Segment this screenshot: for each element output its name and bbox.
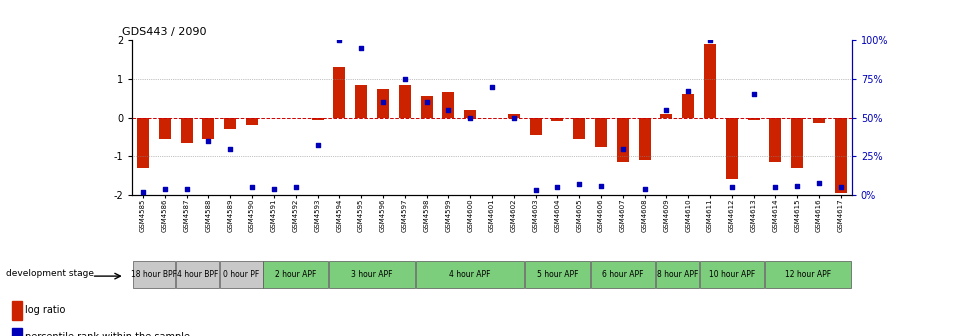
Bar — [181, 118, 193, 143]
Bar — [703, 44, 715, 118]
Bar — [747, 118, 759, 120]
Point — [135, 189, 151, 195]
Bar — [311, 118, 323, 120]
Bar — [464, 110, 475, 118]
Bar — [595, 118, 606, 146]
Point — [440, 107, 456, 113]
Text: percentile rank within the sample: percentile rank within the sample — [25, 332, 191, 336]
Point — [506, 115, 521, 120]
Bar — [769, 118, 780, 162]
Point — [179, 186, 195, 192]
Bar — [245, 118, 258, 125]
Bar — [442, 92, 454, 118]
Point — [353, 45, 369, 51]
Bar — [524, 261, 589, 288]
Bar — [725, 118, 737, 179]
Text: 5 hour APF: 5 hour APF — [536, 270, 578, 279]
Bar — [508, 114, 519, 118]
Text: development stage: development stage — [7, 269, 94, 278]
Point — [614, 146, 630, 151]
Bar — [416, 261, 523, 288]
Bar — [333, 68, 345, 118]
Text: 10 hour APF: 10 hour APF — [708, 270, 754, 279]
Point — [288, 184, 303, 190]
Bar — [421, 96, 432, 118]
Text: 18 hour BPF: 18 hour BPF — [131, 270, 177, 279]
Bar — [355, 85, 367, 118]
Bar — [834, 118, 846, 193]
Bar — [551, 118, 562, 122]
Point — [332, 38, 347, 43]
Point — [832, 184, 848, 190]
Point — [745, 92, 761, 97]
Text: 4 hour APF: 4 hour APF — [449, 270, 490, 279]
Bar — [812, 118, 824, 123]
Point — [724, 184, 739, 190]
Bar — [616, 118, 628, 162]
Bar — [263, 261, 328, 288]
Bar — [224, 118, 236, 129]
Bar — [202, 118, 214, 139]
Bar — [790, 118, 802, 168]
Text: 8 hour APF: 8 hour APF — [656, 270, 697, 279]
Bar — [137, 118, 149, 168]
Point — [200, 138, 216, 143]
Point — [222, 146, 238, 151]
Bar — [12, 301, 22, 320]
Point — [811, 180, 826, 185]
Bar — [132, 261, 175, 288]
Point — [375, 99, 390, 105]
Bar — [764, 261, 851, 288]
Bar — [398, 85, 411, 118]
Point — [701, 38, 717, 43]
Bar — [176, 261, 219, 288]
Text: 0 hour PF: 0 hour PF — [223, 270, 259, 279]
Point — [571, 181, 587, 187]
Point — [419, 99, 434, 105]
Point — [767, 184, 782, 190]
Point — [593, 183, 608, 188]
Point — [266, 186, 282, 192]
Bar — [655, 261, 698, 288]
Point — [244, 184, 260, 190]
Text: 4 hour BPF: 4 hour BPF — [177, 270, 218, 279]
Point — [484, 84, 500, 89]
Point — [680, 89, 695, 94]
Point — [788, 183, 804, 188]
Text: 2 hour APF: 2 hour APF — [275, 270, 316, 279]
Point — [527, 187, 543, 193]
Bar — [682, 94, 693, 118]
Text: 12 hour APF: 12 hour APF — [784, 270, 830, 279]
Point — [309, 143, 325, 148]
Point — [658, 107, 674, 113]
Bar — [158, 118, 171, 139]
Point — [156, 186, 172, 192]
Point — [462, 115, 477, 120]
Text: log ratio: log ratio — [25, 305, 66, 315]
Bar — [329, 261, 415, 288]
Text: 3 hour APF: 3 hour APF — [351, 270, 392, 279]
Point — [549, 184, 564, 190]
Bar — [638, 118, 650, 160]
Text: GDS443 / 2090: GDS443 / 2090 — [122, 27, 206, 37]
Bar — [220, 261, 262, 288]
Bar — [377, 89, 388, 118]
Text: 6 hour APF: 6 hour APF — [601, 270, 643, 279]
Bar — [529, 118, 541, 135]
Bar — [660, 114, 672, 118]
Bar — [12, 328, 22, 336]
Bar — [699, 261, 763, 288]
Bar — [590, 261, 654, 288]
Bar — [572, 118, 585, 139]
Point — [636, 186, 651, 192]
Point — [396, 76, 412, 82]
